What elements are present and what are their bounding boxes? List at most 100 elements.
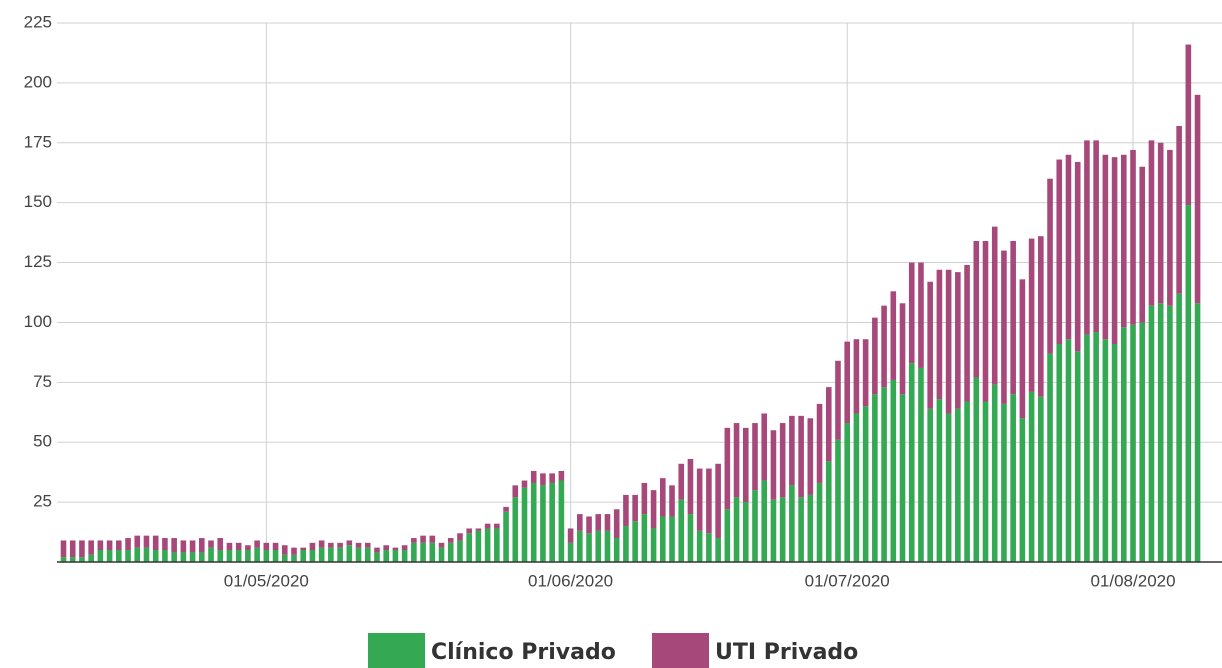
bar-segment: [890, 379, 897, 562]
bar-segment: [1102, 339, 1109, 562]
bar-segment: [106, 540, 113, 551]
bar-segment: [899, 394, 906, 562]
bar-segment: [687, 514, 694, 562]
bar-segment: [300, 547, 307, 551]
bar-segment: [116, 550, 122, 562]
bar-segment: [650, 490, 657, 529]
bar-segment: [134, 547, 141, 562]
bar-segment: [88, 554, 94, 562]
bar-segment: [872, 394, 878, 562]
bar-segment: [991, 226, 998, 385]
bar-segment: [143, 547, 150, 562]
bar-segment: [577, 514, 583, 531]
bar-segment: [641, 482, 648, 515]
bar-segment: [752, 423, 758, 491]
bar-segment: [355, 542, 362, 548]
bar-segment: [696, 468, 703, 531]
bar-segment: [1139, 166, 1146, 323]
bar-segment: [420, 535, 426, 543]
bar-segment: [641, 514, 648, 562]
bar-segment: [97, 550, 104, 562]
bar-segment: [199, 552, 205, 562]
bar-segment: [623, 494, 629, 527]
bar-segment: [152, 550, 159, 562]
bar-segment: [254, 547, 260, 562]
bar-segment: [337, 542, 343, 548]
bar-segment: [245, 550, 251, 562]
y-tick-label: 100: [24, 312, 52, 331]
bar-segment: [503, 506, 509, 512]
bar-segment: [853, 413, 860, 562]
bar-segment: [955, 408, 961, 562]
bar-segment: [484, 528, 491, 562]
x-tick-label: 01/08/2020: [1090, 571, 1175, 590]
bar-segment: [475, 528, 482, 531]
bar-segment: [825, 387, 832, 462]
bar-segment: [60, 557, 67, 562]
bar-segment: [355, 547, 362, 562]
bar-segment: [540, 485, 546, 562]
bar-segment: [604, 530, 611, 562]
bar-segment: [991, 384, 998, 562]
bar-segment: [1056, 159, 1063, 345]
bar-segment: [1074, 351, 1081, 562]
bar-segment: [466, 533, 472, 562]
x-tick-label: 01/05/2020: [224, 571, 309, 590]
bar-segment: [1028, 391, 1035, 562]
bar-segment: [263, 542, 270, 551]
bar-segment: [715, 538, 721, 562]
bar-segment: [752, 490, 758, 562]
bar-segment: [724, 427, 731, 510]
bar-segment: [1148, 140, 1155, 306]
bar-segment: [706, 468, 712, 534]
y-tick-label: 25: [33, 492, 52, 511]
bar-segment: [152, 535, 159, 551]
legend-swatch: [368, 633, 425, 668]
bar-segment: [291, 547, 297, 555]
y-tick-label: 50: [33, 432, 52, 451]
bar-segment: [927, 281, 933, 409]
bar-segment: [632, 494, 638, 522]
y-tick-label: 225: [24, 12, 52, 31]
bar-segment: [162, 538, 168, 551]
bar-segment: [291, 554, 297, 562]
bar-segment: [613, 538, 620, 562]
bar-segment: [217, 550, 224, 562]
bar-segment: [521, 480, 528, 488]
bar-segment: [374, 547, 380, 553]
bar-segment: [1038, 236, 1044, 397]
bar-segment: [945, 269, 952, 414]
bar-segment: [807, 494, 814, 562]
bar-segment: [134, 535, 141, 548]
bar-segment: [1167, 305, 1173, 562]
bar-segment: [1001, 250, 1007, 404]
bar-segment: [945, 413, 952, 562]
bar-segment: [586, 516, 592, 534]
legend-swatch: [652, 633, 709, 668]
bar-segment: [512, 485, 519, 498]
bar-segment: [254, 540, 260, 548]
bar-segment: [1047, 353, 1053, 562]
y-tick-label: 125: [24, 252, 52, 271]
bar-segment: [69, 540, 76, 558]
bar-segment: [706, 533, 712, 562]
bar-segment: [411, 538, 417, 543]
bar-segment: [364, 547, 371, 562]
bar-segment: [807, 418, 814, 495]
bar-segment: [955, 272, 961, 409]
bar-segment: [346, 545, 353, 562]
bar-segment: [199, 538, 205, 553]
bar-segment: [632, 521, 638, 562]
x-tick-label: 01/06/2020: [528, 571, 613, 590]
bar-segment: [189, 552, 196, 562]
bar-segment: [1019, 418, 1026, 562]
bar-segment: [881, 387, 887, 562]
bar-segment: [678, 463, 685, 500]
bar-segment: [1019, 279, 1026, 419]
bar-segment: [798, 497, 804, 562]
bar-segment: [724, 509, 731, 562]
bar-segment: [733, 497, 740, 562]
bar-segment: [475, 530, 482, 562]
bar-segment: [309, 550, 316, 562]
bar-segment: [235, 542, 242, 551]
